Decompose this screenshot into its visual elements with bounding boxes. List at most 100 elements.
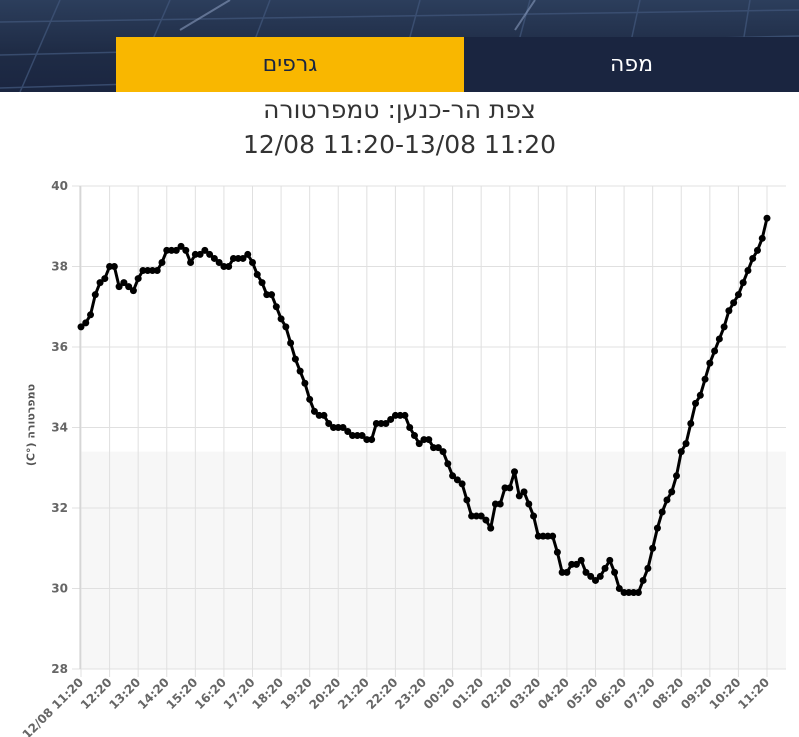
data-point <box>525 500 533 508</box>
data-point <box>477 512 485 520</box>
data-point <box>563 568 571 576</box>
y-tick-label: 36 <box>51 340 68 354</box>
data-point <box>120 279 128 287</box>
data-point <box>715 335 723 343</box>
data-point <box>77 323 85 331</box>
data-point <box>129 287 137 295</box>
data-point <box>344 428 352 436</box>
data-point <box>239 254 247 262</box>
data-point <box>634 589 642 597</box>
y-tick-label: 28 <box>51 662 68 676</box>
data-point <box>196 250 204 258</box>
data-point <box>663 496 671 504</box>
data-point <box>387 415 395 423</box>
data-point <box>701 375 709 383</box>
data-point <box>692 399 700 407</box>
x-tick-label: 18:20 <box>249 675 286 712</box>
data-point <box>511 468 519 476</box>
data-point <box>553 548 561 556</box>
data-point <box>282 323 290 331</box>
x-tick-label: 14:20 <box>135 675 172 712</box>
y-tick-label: 34 <box>51 421 68 435</box>
x-tick-label: 07:20 <box>621 675 658 712</box>
x-tick-label: 04:20 <box>535 675 572 712</box>
x-tick-label: 09:20 <box>678 675 715 712</box>
data-point <box>91 291 99 299</box>
data-point <box>592 576 599 584</box>
data-point <box>582 568 590 576</box>
y-tick-label: 38 <box>51 260 68 274</box>
data-point <box>182 246 190 254</box>
data-point <box>201 246 209 254</box>
data-point <box>101 275 109 283</box>
data-point <box>291 355 299 363</box>
data-point <box>572 560 580 568</box>
data-point <box>515 492 523 500</box>
x-tick-label: 21:20 <box>335 675 372 712</box>
data-point <box>463 496 471 504</box>
data-point <box>87 311 95 319</box>
data-point <box>268 291 276 299</box>
data-point <box>287 339 295 347</box>
data-point <box>310 407 318 415</box>
x-tick-label: 10:20 <box>707 675 744 712</box>
data-point <box>687 419 695 427</box>
x-tick-label: 16:20 <box>192 675 229 712</box>
data-point <box>96 279 104 287</box>
data-point <box>587 572 595 580</box>
chart-canvas: 28 30 32 34 36 38 40 12/08 11:2012:2013:2014:20… <box>20 179 786 737</box>
data-point <box>577 556 585 564</box>
data-point <box>153 267 161 275</box>
data-point <box>615 585 623 592</box>
data-point <box>258 279 266 287</box>
y-axis-label: טמפרטורה (°C) <box>24 383 38 467</box>
data-point <box>644 564 652 572</box>
data-point <box>110 263 118 270</box>
x-tick-label: 02:20 <box>478 675 515 712</box>
data-point <box>358 432 366 440</box>
data-point <box>677 448 685 456</box>
data-point <box>611 568 619 576</box>
data-point <box>339 424 347 431</box>
data-point <box>215 258 223 266</box>
x-tick-label: 22:20 <box>364 675 401 712</box>
tab-map[interactable]: מפה <box>464 37 799 92</box>
data-point <box>496 500 504 508</box>
data-point <box>244 250 252 258</box>
y-tick-label: 32 <box>51 501 68 515</box>
data-point <box>458 480 466 488</box>
data-point <box>668 488 676 496</box>
data-point <box>301 379 309 387</box>
data-point <box>453 476 461 484</box>
data-point <box>249 258 256 266</box>
data-point <box>520 488 528 496</box>
data-point <box>206 250 214 258</box>
plot-lower-band <box>80 451 786 669</box>
data-point <box>596 572 604 580</box>
x-tick-label: 06:20 <box>592 675 629 712</box>
chart-title: צפת הר-כנען: טמפרטורה <box>263 95 536 124</box>
data-point <box>382 419 390 427</box>
data-point <box>749 254 757 262</box>
y-tick-label: 40 <box>51 179 68 193</box>
data-point <box>444 460 452 468</box>
data-point <box>672 472 680 480</box>
data-point <box>225 263 233 270</box>
x-tick-label: 00:20 <box>421 675 458 712</box>
data-point <box>682 440 690 448</box>
data-point <box>530 512 538 520</box>
data-point <box>739 279 747 287</box>
data-point <box>125 283 133 291</box>
data-point <box>734 291 742 299</box>
temperature-chart: 28 30 32 34 36 38 40 12/08 11:20 12:20 13:20 14:20… <box>0 170 799 737</box>
data-point <box>730 299 738 307</box>
data-point <box>115 283 123 291</box>
x-tick-label: 08:20 <box>649 675 686 712</box>
data-point <box>425 436 433 444</box>
x-tick-label: 19:20 <box>278 675 315 712</box>
x-tick-label: 11:20 <box>735 675 772 712</box>
tab-graphs[interactable]: גרפים <box>116 37 464 92</box>
data-point <box>639 576 647 584</box>
x-tick-label: 01:20 <box>449 675 486 712</box>
data-point <box>401 411 409 419</box>
